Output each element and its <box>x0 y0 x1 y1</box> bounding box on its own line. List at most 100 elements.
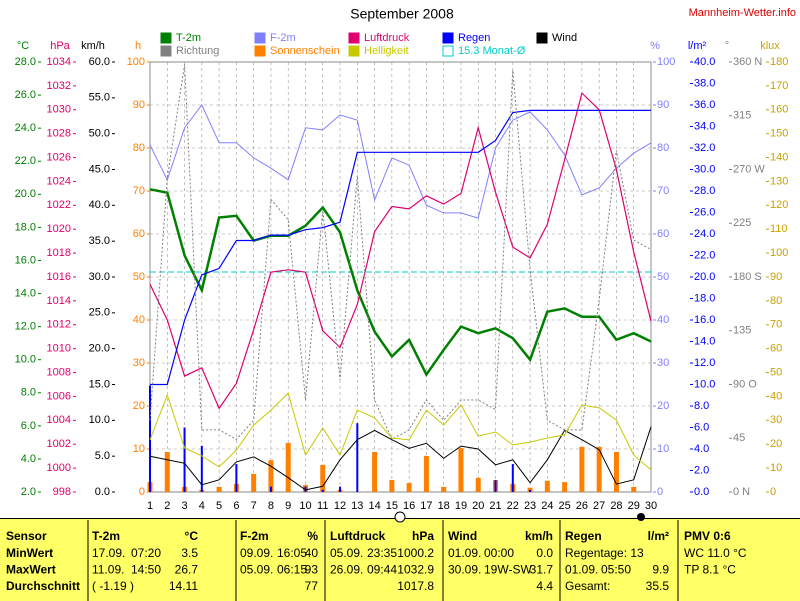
series-line <box>149 91 652 410</box>
y-tick-label: 30 <box>770 414 782 426</box>
y-tick-label: 30 <box>133 357 145 369</box>
y-tick-label: 1020 <box>47 223 71 235</box>
table-cell: 06:15 <box>277 563 307 577</box>
sunshine-bar <box>164 452 170 492</box>
sunshine-bar <box>613 452 619 492</box>
legend-label: 15.3 Monat-Ø <box>458 45 526 57</box>
y-tick-label: 1002 <box>47 438 71 450</box>
rain-bar <box>235 464 238 492</box>
table-cell: MinWert <box>6 546 53 560</box>
y-tick-label: 36.0 <box>694 99 715 111</box>
y-tick-label: 90 <box>657 99 669 111</box>
x-tick-label: 13 <box>351 500 363 512</box>
y-tick-label: 6.0 <box>694 421 709 433</box>
y-tick-label: 30.0 <box>694 163 715 175</box>
x-tick-label: 12 <box>334 500 346 512</box>
table-cell: T-2m <box>92 529 120 543</box>
y-tick-label: 60 <box>133 228 145 240</box>
sunshine-bar <box>285 442 291 492</box>
table-cell: km/h <box>525 529 553 543</box>
legend-swatch <box>442 32 454 44</box>
y-tick-label: 0 <box>139 486 145 498</box>
x-tick-label: 26 <box>576 500 588 512</box>
sunshine-bar <box>544 480 550 492</box>
y-tick-label: 4.0 <box>21 453 36 465</box>
table-cell: Regentage: 13 <box>565 546 644 560</box>
table-cell: 07:20 <box>131 546 161 560</box>
y-tick-label: 10.0 <box>694 378 715 390</box>
y-tick-label: 70 <box>133 185 145 197</box>
sunshine-bar <box>406 482 412 492</box>
sunshine-bar <box>475 477 481 492</box>
legend-swatch <box>348 32 360 44</box>
series-line <box>149 104 652 219</box>
y-tick-label: 28.0 <box>15 56 36 68</box>
y-tick-label: 2.0 <box>694 464 709 476</box>
y-tick-label: 25.0 <box>89 307 110 319</box>
y-tick-label: 50 <box>133 271 145 283</box>
table-cell: 05:50 <box>601 563 631 577</box>
axis-unit: °C <box>17 40 29 52</box>
y-tick-label: 8.0 <box>694 400 709 412</box>
y-tick-label: 1018 <box>47 247 71 259</box>
y-tick-label: 45 <box>733 432 745 444</box>
y-tick-label: 1022 <box>47 199 71 211</box>
series-line <box>149 426 652 491</box>
y-tick-label: 170 <box>770 80 788 92</box>
y-tick-label: 20.0 <box>694 271 715 283</box>
table-cell: 93 <box>305 563 319 577</box>
table-cell: MaxWert <box>6 563 56 577</box>
table-cell: 19W-SW <box>484 563 532 577</box>
y-tick-label: 6.0 <box>21 420 36 432</box>
y-tick-label: 1006 <box>47 390 71 402</box>
rain-bar <box>511 464 514 492</box>
legend-label: F-2m <box>270 32 296 44</box>
rain-bar <box>269 486 272 492</box>
x-tick-label: 21 <box>489 500 501 512</box>
legend-label: T-2m <box>176 32 201 44</box>
y-tick-label: 10.0 <box>15 354 36 366</box>
x-tick-label: 9 <box>285 500 291 512</box>
sunshine-bar <box>596 446 602 492</box>
rain-bar <box>200 445 203 492</box>
legend-swatch <box>160 45 172 57</box>
y-tick-label: 2.0 <box>21 486 36 498</box>
table-cell: % <box>307 529 318 543</box>
table-cell: 09:44 <box>367 563 397 577</box>
x-tick-label: 5 <box>216 500 222 512</box>
x-tick-label: 3 <box>181 500 187 512</box>
y-tick-label: 180 S <box>733 271 762 283</box>
y-tick-label: 10 <box>133 443 145 455</box>
table-cell: 9.9 <box>652 563 669 577</box>
y-tick-label: 22.0 <box>15 155 36 167</box>
x-tick-label: 15 <box>386 500 398 512</box>
y-tick-label: 14.0 <box>694 335 715 347</box>
table-cell: 23:35 <box>367 546 397 560</box>
table-cell: Sensor <box>6 529 47 543</box>
y-tick-label: 35.0 <box>89 235 110 247</box>
table-cell: 01.09. <box>448 546 481 560</box>
y-tick-label: 0 <box>770 486 776 498</box>
y-tick-label: 55.0 <box>89 92 110 104</box>
table-cell: 11.09. <box>92 563 124 577</box>
y-tick-label: 1008 <box>47 366 71 378</box>
table-cell: 14.11 <box>169 579 198 593</box>
moon-new <box>637 513 645 521</box>
y-tick-label: 32.0 <box>694 142 715 154</box>
table-cell: 05.09. <box>330 546 363 560</box>
table-cell: Luftdruck <box>330 529 386 543</box>
sunshine-bar <box>216 486 222 492</box>
y-tick-label: 18.0 <box>694 292 715 304</box>
rain-bar <box>321 489 324 492</box>
x-tick-label: 28 <box>610 500 622 512</box>
y-tick-label: 70 <box>657 185 669 197</box>
x-tick-label: 17 <box>420 500 432 512</box>
source-label: Mannheim-Wetter.info <box>689 7 796 19</box>
y-tick-label: 16.0 <box>15 254 36 266</box>
x-tick-label: 10 <box>299 500 311 512</box>
legend-swatch <box>442 45 454 57</box>
table-cell: 09.09. <box>240 546 273 560</box>
y-tick-label: 40 <box>657 314 669 326</box>
table-cell: 0.0 <box>536 546 553 560</box>
x-tick-label: 18 <box>438 500 450 512</box>
